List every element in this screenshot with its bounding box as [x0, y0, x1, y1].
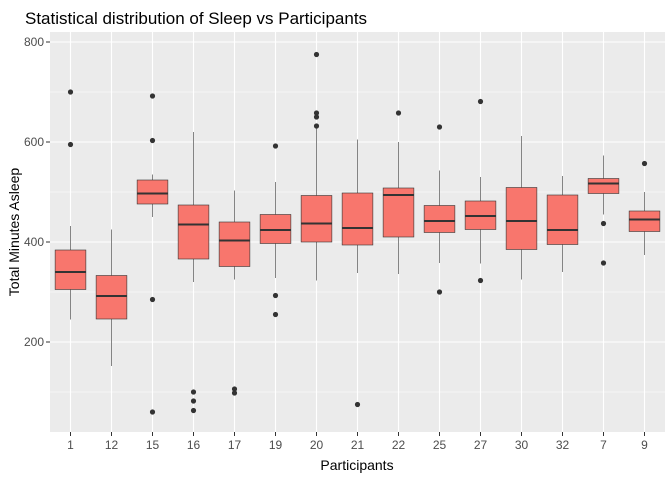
box-20 — [300, 51, 333, 281]
x-tick-label: 17 — [228, 438, 242, 452]
iqr-box — [382, 187, 415, 238]
outlier-point — [313, 110, 320, 116]
box-25 — [423, 124, 456, 295]
x-tick-label: 19 — [269, 438, 283, 452]
outlier-point — [436, 289, 443, 295]
outlier-point — [313, 114, 320, 120]
x-tick-label: 7 — [600, 438, 607, 452]
box-12 — [95, 229, 128, 366]
x-tick-label: 15 — [146, 438, 160, 452]
iqr-box — [177, 204, 210, 260]
outlier-point — [190, 398, 197, 404]
outlier-point — [231, 386, 238, 392]
outlier-point — [67, 141, 74, 148]
box-21 — [341, 139, 374, 408]
y-tick-label: 800 — [24, 35, 44, 49]
outlier-point — [149, 409, 156, 415]
box-16 — [177, 132, 210, 414]
y-tick-label: 600 — [24, 135, 44, 149]
iqr-box — [300, 195, 333, 243]
outlier-point — [641, 160, 648, 167]
iqr-box — [259, 214, 292, 244]
outlier-point — [436, 124, 443, 130]
box-30 — [505, 136, 538, 280]
outlier-point — [272, 292, 279, 299]
x-tick-label: 27 — [474, 438, 488, 452]
box-1 — [54, 89, 87, 320]
iqr-box — [218, 221, 251, 267]
x-tick-label: 30 — [515, 438, 529, 452]
x-tick-label: 22 — [392, 438, 406, 452]
x-tick-label: 9 — [641, 438, 648, 452]
outlier-point — [190, 407, 197, 414]
y-axis: 200 400 600 800 — [24, 35, 50, 349]
outlier-point — [149, 137, 156, 144]
outlier-point — [600, 220, 607, 227]
outlier-point — [272, 311, 279, 318]
x-tick-label: 1 — [67, 438, 74, 452]
box-series — [54, 51, 661, 415]
iqr-box — [423, 205, 456, 233]
box-22 — [382, 110, 415, 274]
x-tick-label: 32 — [556, 438, 570, 452]
box-32 — [546, 176, 579, 272]
outlier-point — [477, 98, 484, 105]
outlier-point — [395, 110, 402, 116]
x-tick-label: 20 — [310, 438, 324, 452]
outlier-point — [149, 93, 156, 99]
outlier-point — [354, 401, 361, 408]
x-axis-title: Participants — [320, 457, 393, 473]
outlier-point — [231, 390, 238, 396]
x-tick-label: 16 — [187, 438, 201, 452]
x-tick-label: 21 — [351, 438, 365, 452]
outlier-point — [600, 260, 607, 266]
y-tick-label: 200 — [24, 335, 44, 349]
box-27 — [464, 98, 497, 284]
chart-title: Statistical distribution of Sleep vs Par… — [25, 9, 367, 28]
outlier-point — [149, 296, 156, 303]
outlier-point — [313, 123, 320, 129]
iqr-box — [505, 187, 538, 250]
outlier-point — [477, 277, 484, 284]
iqr-box — [95, 275, 128, 320]
outlier-point — [313, 51, 320, 58]
box-19 — [259, 143, 292, 318]
x-tick-label: 12 — [105, 438, 119, 452]
x-tick-label: 25 — [433, 438, 447, 452]
outlier-point — [272, 143, 279, 149]
x-axis: 1 12 15 16 17 19 20 21 22 25 27 30 32 7 9 — [67, 432, 648, 452]
box-7 — [587, 155, 620, 266]
iqr-box — [546, 194, 579, 245]
outlier-point — [190, 389, 197, 395]
iqr-box — [54, 249, 87, 290]
iqr-box — [628, 210, 661, 232]
iqr-box — [136, 179, 169, 205]
outlier-point — [67, 89, 74, 95]
y-axis-title: Total Minutes Asleep — [6, 168, 22, 297]
box-9 — [628, 160, 661, 255]
box-15 — [136, 93, 169, 415]
iqr-box — [341, 192, 374, 246]
y-tick-label: 400 — [24, 235, 44, 249]
box-17 — [218, 190, 251, 396]
iqr-box — [587, 178, 620, 194]
